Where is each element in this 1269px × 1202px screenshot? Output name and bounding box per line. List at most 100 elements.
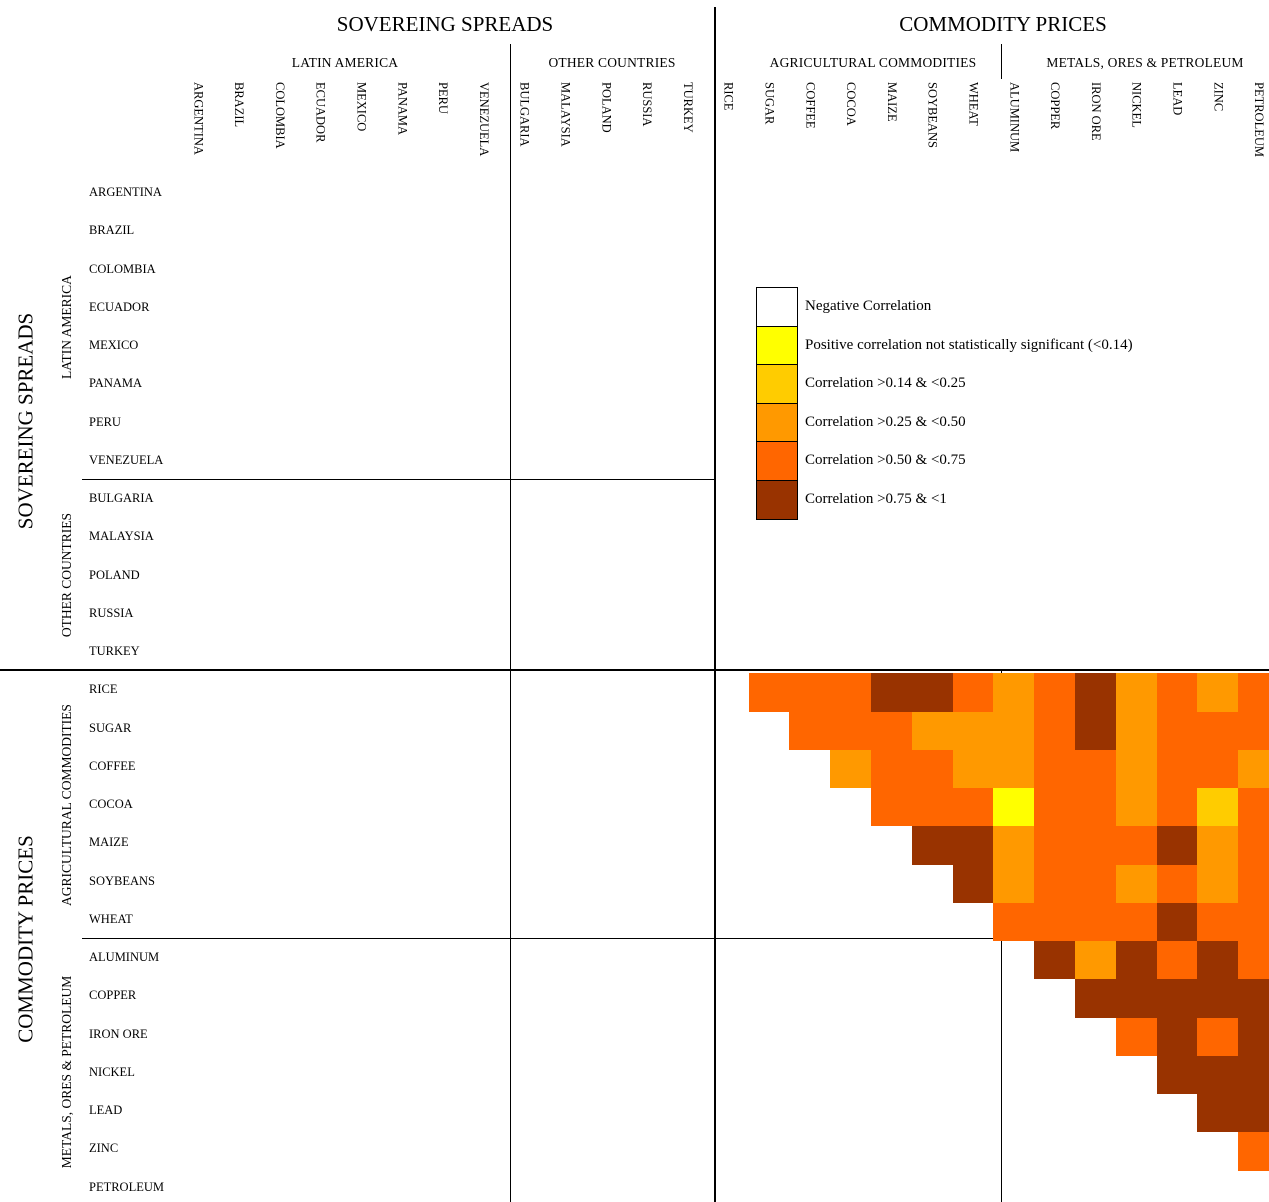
- heatmap-cell-cocoa-maize: [871, 788, 912, 826]
- col-label-sugar: SUGAR: [762, 82, 777, 125]
- heatmap-cell-rice-maize: [871, 673, 912, 712]
- heatmap-cell-coffee-aluminum: [993, 750, 1034, 788]
- legend-swatch-2: [756, 326, 798, 366]
- col-label-copper: COPPER: [1048, 82, 1063, 130]
- row-label-copper: COPPER: [89, 988, 137, 1003]
- heatmap-cell-copper-zinc: [1197, 979, 1238, 1018]
- heatmap-cell-soybeans-aluminum: [993, 865, 1034, 903]
- row-label-bulgaria: BULGARIA: [89, 491, 154, 505]
- heatmap-cell-cocoa-iron-ore: [1075, 788, 1116, 826]
- col-label-mexico: MEXICO: [354, 82, 369, 132]
- row-label-malaysia: MALAYSIA: [89, 529, 154, 544]
- heatmap-cell-wheat-iron-ore: [1075, 903, 1116, 941]
- heatmap-cell-iron-ore-lead: [1157, 1018, 1197, 1056]
- heatmap-cell-cocoa-nickel: [1116, 788, 1157, 826]
- col-label-iron-ore: IRON ORE: [1088, 82, 1103, 141]
- heatmap-cell-coffee-wheat: [953, 750, 993, 788]
- heatmap-cell-rice-iron-ore: [1075, 673, 1116, 712]
- heatmap-cell-soybeans-petroleum: [1238, 865, 1269, 903]
- heatmap-cell-sugar-petroleum: [1238, 712, 1269, 750]
- heatmap-cell-maize-lead: [1157, 826, 1197, 865]
- row-label-turkey: TURKEY: [89, 644, 140, 658]
- col-label-wheat: WHEAT: [966, 82, 981, 126]
- legend-label-4: Correlation >0.25 & <0.50: [805, 414, 966, 430]
- legend-swatch-4: [756, 403, 798, 443]
- col-label-soybeans: SOYBEANS: [925, 82, 940, 148]
- heatmap-cell-iron-ore-petroleum: [1238, 1018, 1269, 1056]
- legend-swatch-5: [756, 441, 798, 481]
- heatmap-cell-cocoa-soybeans: [912, 788, 953, 826]
- row-label-wheat: WHEAT: [89, 911, 133, 926]
- top-header-commodity-prices: COMMODITY PRICES: [899, 12, 1107, 36]
- left-header-sovereign-spreads: SOVEREING SPREADS: [13, 312, 38, 530]
- heatmap-cell-iron-ore-nickel: [1116, 1018, 1157, 1056]
- heatmap-cell-maize-petroleum: [1238, 826, 1269, 865]
- heatmap-cell-zinc-petroleum: [1238, 1132, 1269, 1171]
- col-label-brazil: BRAZIL: [232, 82, 247, 128]
- heatmap-cell-maize-nickel: [1116, 826, 1157, 865]
- row-label-panama: PANAMA: [89, 376, 143, 391]
- heatmap-cell-sugar-lead: [1157, 712, 1197, 750]
- col-label-coffee: COFFEE: [803, 82, 818, 129]
- subheader-agricultural-commodities: AGRICULTURAL COMMODITIES: [769, 55, 977, 70]
- heatmap-cell-aluminum-zinc: [1197, 941, 1238, 979]
- row-label-venezuela: VENEZUELA: [89, 452, 164, 467]
- col-label-petroleum: PETROLEUM: [1252, 82, 1267, 157]
- heatmap-cell-maize-wheat: [953, 826, 993, 865]
- col-label-argentina: ARGENTINA: [191, 82, 206, 155]
- heatmap-cell-sugar-wheat: [953, 712, 993, 750]
- heatmap-cell-rice-nickel: [1116, 673, 1157, 712]
- heatmap-cell-aluminum-lead: [1157, 941, 1197, 979]
- heatmap-cell-soybeans-zinc: [1197, 865, 1238, 903]
- left-subheader-latin-america: LATIN AMERICA: [59, 275, 74, 379]
- col-label-nickel: NICKEL: [1129, 82, 1144, 128]
- col-label-ecuador: ECUADOR: [313, 82, 328, 143]
- heatmap-cell-wheat-petroleum: [1238, 903, 1269, 941]
- heatmap-cell-cocoa-wheat: [953, 788, 993, 826]
- heatmap-cell-maize-soybeans: [912, 826, 953, 865]
- row-label-coffee: COFFEE: [89, 758, 136, 773]
- col-label-bulgaria: BULGARIA: [517, 82, 532, 147]
- col-label-cocoa: COCOA: [844, 82, 859, 126]
- subheader-other-countries: OTHER COUNTRIES: [548, 55, 676, 70]
- heatmap-cell-wheat-aluminum: [993, 903, 1034, 941]
- heatmap-cell-rice-sugar: [749, 673, 789, 712]
- heatmap-cell-wheat-copper: [1034, 903, 1075, 941]
- heatmap-cell-sugar-aluminum: [993, 712, 1034, 750]
- heatmap-cell-maize-copper: [1034, 826, 1075, 865]
- heatmap-cell-coffee-zinc: [1197, 750, 1238, 788]
- heatmap-cell-soybeans-lead: [1157, 865, 1197, 903]
- heatmap-cell-sugar-iron-ore: [1075, 712, 1116, 750]
- heatmap-cell-coffee-copper: [1034, 750, 1075, 788]
- heatmap-cell-nickel-petroleum: [1238, 1056, 1269, 1094]
- row-label-ecuador: ECUADOR: [89, 299, 150, 314]
- heatmap-cell-sugar-soybeans: [912, 712, 953, 750]
- col-label-panama: PANAMA: [395, 82, 410, 136]
- row-label-cocoa: COCOA: [89, 797, 133, 811]
- top-header-sovereign-spreads: SOVEREING SPREADS: [336, 12, 554, 36]
- heatmap-cell-aluminum-nickel: [1116, 941, 1157, 979]
- heatmap-cell-maize-iron-ore: [1075, 826, 1116, 865]
- col-label-peru: PERU: [436, 82, 451, 114]
- col-label-colombia: COLOMBIA: [272, 82, 287, 149]
- heatmap-cell-sugar-zinc: [1197, 712, 1238, 750]
- heatmap-cell-maize-zinc: [1197, 826, 1238, 865]
- left-subheader-metals-ores-petroleum: METALS, ORES & PETROLEUM: [59, 975, 74, 1169]
- heatmap-cell-rice-coffee: [789, 673, 830, 712]
- col-label-russia: RUSSIA: [640, 82, 655, 127]
- legend-swatch-6: [756, 480, 798, 520]
- heatmap-cell-rice-soybeans: [912, 673, 953, 712]
- row-label-nickel: NICKEL: [89, 1064, 135, 1079]
- heatmap-cell-sugar-maize: [871, 712, 912, 750]
- row-label-zinc: ZINC: [89, 1141, 119, 1156]
- heatmap-cell-cocoa-copper: [1034, 788, 1075, 826]
- heatmap-cell-cocoa-zinc: [1197, 788, 1238, 826]
- heatmap-cell-coffee-nickel: [1116, 750, 1157, 788]
- subheader-metals-ores-petroleum: METALS, ORES & PETROLEUM: [1046, 55, 1244, 70]
- legend-label-3: Correlation >0.14 & <0.25: [805, 375, 966, 391]
- heatmap-cell-soybeans-copper: [1034, 865, 1075, 903]
- heatmap-cell-cocoa-petroleum: [1238, 788, 1269, 826]
- heatmap-cell-iron-ore-zinc: [1197, 1018, 1238, 1056]
- col-label-lead: LEAD: [1170, 82, 1185, 116]
- heatmap-cell-rice-zinc: [1197, 673, 1238, 712]
